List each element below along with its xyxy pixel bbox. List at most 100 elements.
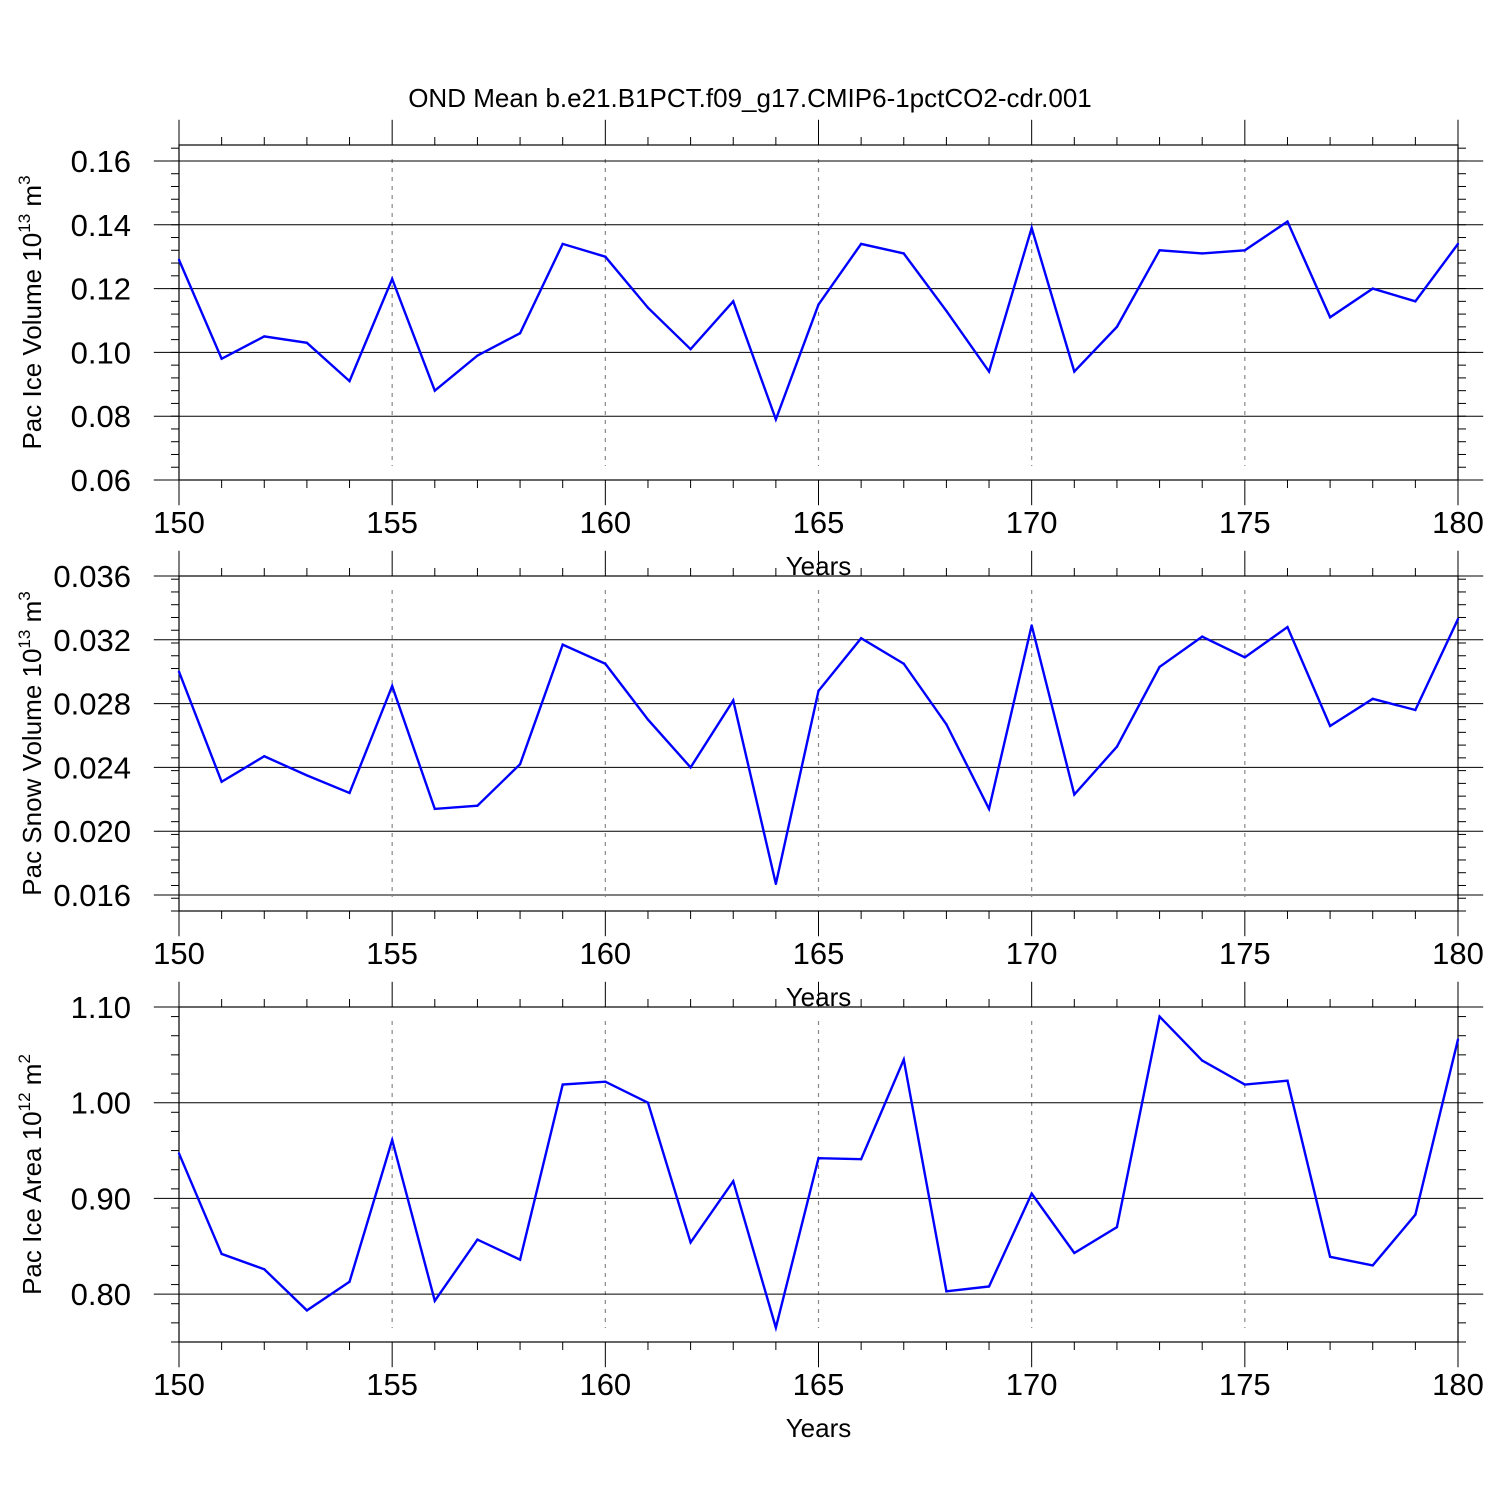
y-tick-label: 0.016	[53, 878, 131, 913]
data-point	[1371, 1264, 1374, 1267]
data-point	[220, 1252, 223, 1256]
data-point	[604, 662, 607, 665]
data-point	[305, 1309, 309, 1312]
x-tick-label: 160	[579, 505, 631, 540]
y-tick-label: 0.020	[53, 814, 131, 849]
y-axis-label-unit: m	[17, 601, 47, 630]
data-point	[561, 643, 564, 646]
data-point	[604, 255, 607, 258]
x-tick-label: 155	[366, 936, 418, 971]
data-point	[177, 670, 181, 673]
data-point	[1286, 1079, 1289, 1082]
data-point	[945, 723, 948, 726]
data-point	[177, 1152, 181, 1155]
y-axis-label-unit-exponent: 3	[15, 175, 34, 184]
data-point	[1286, 625, 1289, 629]
y-axis-label-main: Pac Snow Volume 10	[17, 649, 47, 896]
x-tick-label: 175	[1219, 936, 1271, 971]
x-tick-label: 180	[1432, 505, 1484, 540]
y-tick-label: 0.16	[71, 144, 131, 179]
chart-panel-2: 0.016 0.020 0.024 0.028 0.032 0.036 150 155 160 1…	[15, 550, 1484, 1012]
data-point	[263, 1268, 266, 1271]
data-point	[476, 1238, 479, 1241]
data-point	[518, 763, 522, 766]
data-point	[561, 242, 564, 246]
data-point	[732, 1180, 735, 1183]
data-point	[987, 1285, 991, 1288]
data-point	[987, 370, 991, 373]
data-point	[817, 303, 820, 306]
data-point	[817, 1157, 820, 1160]
y-axis-label-unit-exponent: 3	[15, 591, 34, 600]
data-point	[1115, 1225, 1119, 1229]
data-point	[1201, 252, 1204, 255]
data-point	[1243, 656, 1247, 659]
data-point	[1030, 1192, 1033, 1195]
data-point	[1158, 665, 1161, 669]
data-point	[1371, 287, 1374, 290]
data-point	[689, 347, 692, 351]
data-point	[902, 662, 905, 665]
y-axis-label: Pac Snow Volume 1013 m3	[15, 591, 47, 895]
data-point	[732, 699, 735, 702]
data-point	[518, 1258, 522, 1261]
data-point	[1414, 300, 1417, 303]
data-point	[561, 1083, 564, 1086]
y-tick-label: 1.00	[71, 1086, 131, 1121]
data-point	[305, 341, 309, 345]
x-tick-label: 165	[793, 936, 845, 971]
chart-panel-1: 0.06 0.08 0.10 0.12 0.14 0.16 150 155 160 165 170 1…	[15, 119, 1484, 581]
x-tick-label: 170	[1006, 1367, 1058, 1402]
data-point	[689, 766, 692, 769]
data-point	[433, 807, 436, 811]
data-point	[945, 1290, 948, 1293]
x-axis-label: Years	[786, 1413, 852, 1443]
y-axis-label-unit-exponent: 2	[15, 1054, 34, 1063]
data-point	[1456, 617, 1460, 621]
x-tick-label: 170	[1006, 936, 1058, 971]
data-point	[987, 807, 991, 811]
x-tick-label: 180	[1432, 1367, 1484, 1402]
panels: 0.06 0.08 0.10 0.12 0.14 0.16 150 155 160 165 170 1…	[15, 119, 1484, 1443]
data-point	[1243, 249, 1247, 252]
y-tick-label: 0.90	[71, 1181, 131, 1216]
data-point	[774, 418, 778, 421]
data-point	[1115, 325, 1119, 329]
data-point	[732, 300, 735, 303]
y-tick-label: 0.06	[71, 463, 131, 498]
y-tick-label: 0.14	[71, 208, 131, 243]
data-point	[263, 335, 266, 338]
data-point	[263, 755, 266, 758]
data-point	[1115, 745, 1119, 748]
x-tick-label: 175	[1219, 1367, 1271, 1402]
data-point	[689, 1241, 692, 1244]
data-point	[1201, 635, 1204, 638]
data-point	[1328, 724, 1332, 728]
data-point	[646, 1101, 650, 1104]
data-point	[220, 780, 223, 783]
data-point	[646, 718, 650, 721]
data-point	[348, 791, 351, 795]
data-point	[433, 389, 436, 392]
x-tick-label: 160	[579, 1367, 631, 1402]
data-point	[1073, 370, 1076, 373]
data-point	[390, 277, 394, 281]
data-point	[859, 1157, 863, 1161]
data-point	[646, 306, 650, 309]
data-point	[945, 309, 948, 313]
x-tick-label: 170	[1006, 505, 1058, 540]
data-point	[1328, 1255, 1332, 1259]
data-point	[774, 1326, 778, 1329]
data-point	[859, 242, 863, 246]
x-tick-label: 155	[366, 1367, 418, 1402]
y-tick-label: 0.08	[71, 399, 131, 434]
y-axis-label-unit: m	[17, 1064, 47, 1093]
x-tick-label: 155	[366, 505, 418, 540]
y-axis-label-unit: m	[17, 185, 47, 214]
data-point	[348, 1280, 351, 1283]
x-tick-label: 165	[793, 505, 845, 540]
y-axis-label-main: Pac Ice Volume 10	[17, 233, 47, 450]
y-axis-label: Pac Ice Area 1012 m2	[15, 1054, 47, 1295]
